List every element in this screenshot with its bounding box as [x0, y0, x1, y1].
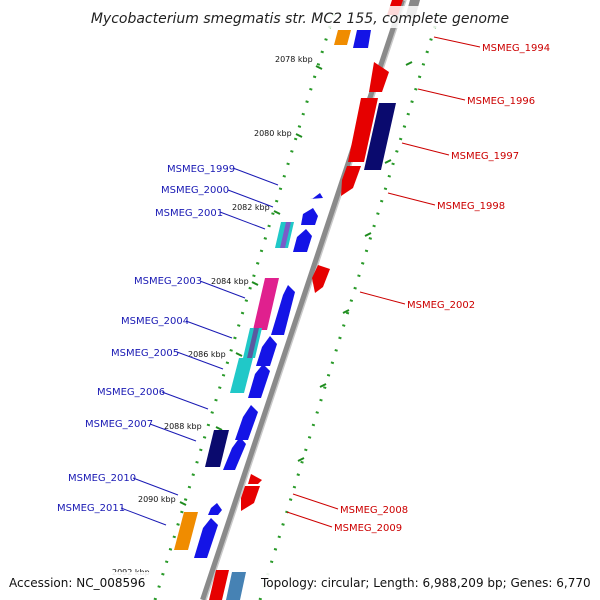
gene-feature-multicolor-stripe	[280, 222, 291, 248]
gene-feature-cyan[interactable]	[230, 358, 253, 393]
gene-feature-forward[interactable]	[353, 30, 371, 48]
footer-backdrop-left	[4, 572, 150, 592]
gene-feature-reverse[interactable]	[341, 166, 361, 196]
gene-label-left[interactable]: MSMEG_2007	[85, 419, 153, 430]
special-features	[174, 30, 396, 600]
gene-feature-forward[interactable]	[301, 208, 318, 225]
tick-label: 2090 kbp	[138, 495, 176, 504]
gene-label-right[interactable]: MSMEG_1994	[482, 43, 550, 54]
tick-label: 2080 kbp	[254, 129, 292, 138]
gene-label-right[interactable]: MSMEG_1997	[451, 151, 519, 162]
tick-label: 2086 kbp	[188, 350, 226, 359]
gene-feature-reverse[interactable]	[369, 62, 389, 92]
gene-feature-forward[interactable]	[256, 336, 277, 366]
gene-feature-reverse[interactable]	[241, 486, 260, 511]
gene-feature-multicolor-stripe	[247, 328, 259, 358]
tick-label: 2078 kbp	[275, 55, 313, 64]
gene-feature-orange[interactable]	[174, 512, 198, 550]
topology-text: Topology: circular; Length: 6,988,209 bp…	[260, 576, 591, 590]
gene-feature-forward[interactable]	[310, 193, 323, 199]
gene-feature-forward[interactable]	[208, 503, 222, 515]
gene-feature-reverse[interactable]	[312, 265, 330, 293]
tick-label: 2088 kbp	[164, 422, 202, 431]
gene-label-right[interactable]: MSMEG_1996	[467, 96, 535, 107]
gene-feature-reverse[interactable]	[248, 474, 262, 484]
gene-label-left[interactable]: MSMEG_2001	[155, 208, 223, 219]
left-labels: MSMEG_1999 MSMEG_2000 MSMEG_2001 MSMEG_2…	[57, 164, 235, 514]
gene-feature-forward[interactable]	[194, 518, 218, 558]
tick-label: 2082 kbp	[232, 203, 270, 212]
gene-feature-reverse[interactable]	[348, 98, 378, 162]
gene-label-left[interactable]: MSMEG_2003	[134, 276, 202, 287]
gene-label-left[interactable]: MSMEG_2005	[111, 348, 179, 359]
gene-feature-magenta[interactable]	[253, 278, 279, 330]
gene-label-left[interactable]: MSMEG_2004	[121, 316, 189, 327]
right-leader-lines	[286, 36, 481, 528]
gene-feature-navy[interactable]	[205, 430, 229, 467]
map-title: Mycobacterium smegmatis str. MC2 155, co…	[91, 11, 509, 27]
gene-label-right[interactable]: MSMEG_2008	[340, 505, 408, 516]
gene-label-left[interactable]: MSMEG_2011	[57, 503, 125, 514]
tick-marks	[179, 61, 413, 506]
gene-feature-forward[interactable]	[293, 229, 312, 252]
gene-label-right[interactable]: MSMEG_1998	[437, 201, 505, 212]
right-labels: MSMEG_1994 MSMEG_1996 MSMEG_1997 MSMEG_1…	[334, 43, 550, 534]
left-leader-lines	[120, 167, 279, 526]
gene-feature-orange[interactable]	[334, 30, 351, 45]
gene-feature-forward[interactable]	[271, 285, 295, 335]
gene-label-right[interactable]: MSMEG_2009	[334, 523, 402, 534]
forward-strand-features	[194, 30, 371, 558]
tick-label: 2084 kbp	[211, 277, 249, 286]
gene-label-left[interactable]: MSMEG_2010	[68, 473, 136, 484]
gene-feature-steel[interactable]	[226, 572, 246, 600]
accession-text: Accession: NC_008596	[9, 576, 145, 590]
gene-feature-reverse[interactable]	[209, 570, 229, 600]
track-outer-left	[153, 9, 337, 600]
gene-label-left[interactable]: MSMEG_2006	[97, 387, 165, 398]
gene-label-left[interactable]: MSMEG_1999	[167, 164, 235, 175]
gene-feature-forward[interactable]	[248, 364, 270, 398]
gene-label-left[interactable]: MSMEG_2000	[161, 185, 229, 196]
title-backdrop	[92, 6, 508, 28]
gene-feature-navy[interactable]	[364, 103, 396, 170]
gene-feature-forward[interactable]	[235, 405, 258, 440]
gene-label-right[interactable]: MSMEG_2002	[407, 300, 475, 311]
gene-feature-forward[interactable]	[223, 437, 246, 470]
footer-backdrop-right	[256, 572, 596, 592]
